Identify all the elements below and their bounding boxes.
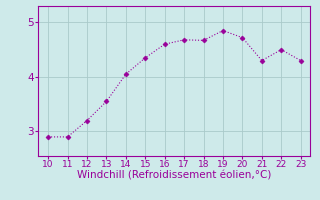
X-axis label: Windchill (Refroidissement éolien,°C): Windchill (Refroidissement éolien,°C) [77, 171, 272, 181]
